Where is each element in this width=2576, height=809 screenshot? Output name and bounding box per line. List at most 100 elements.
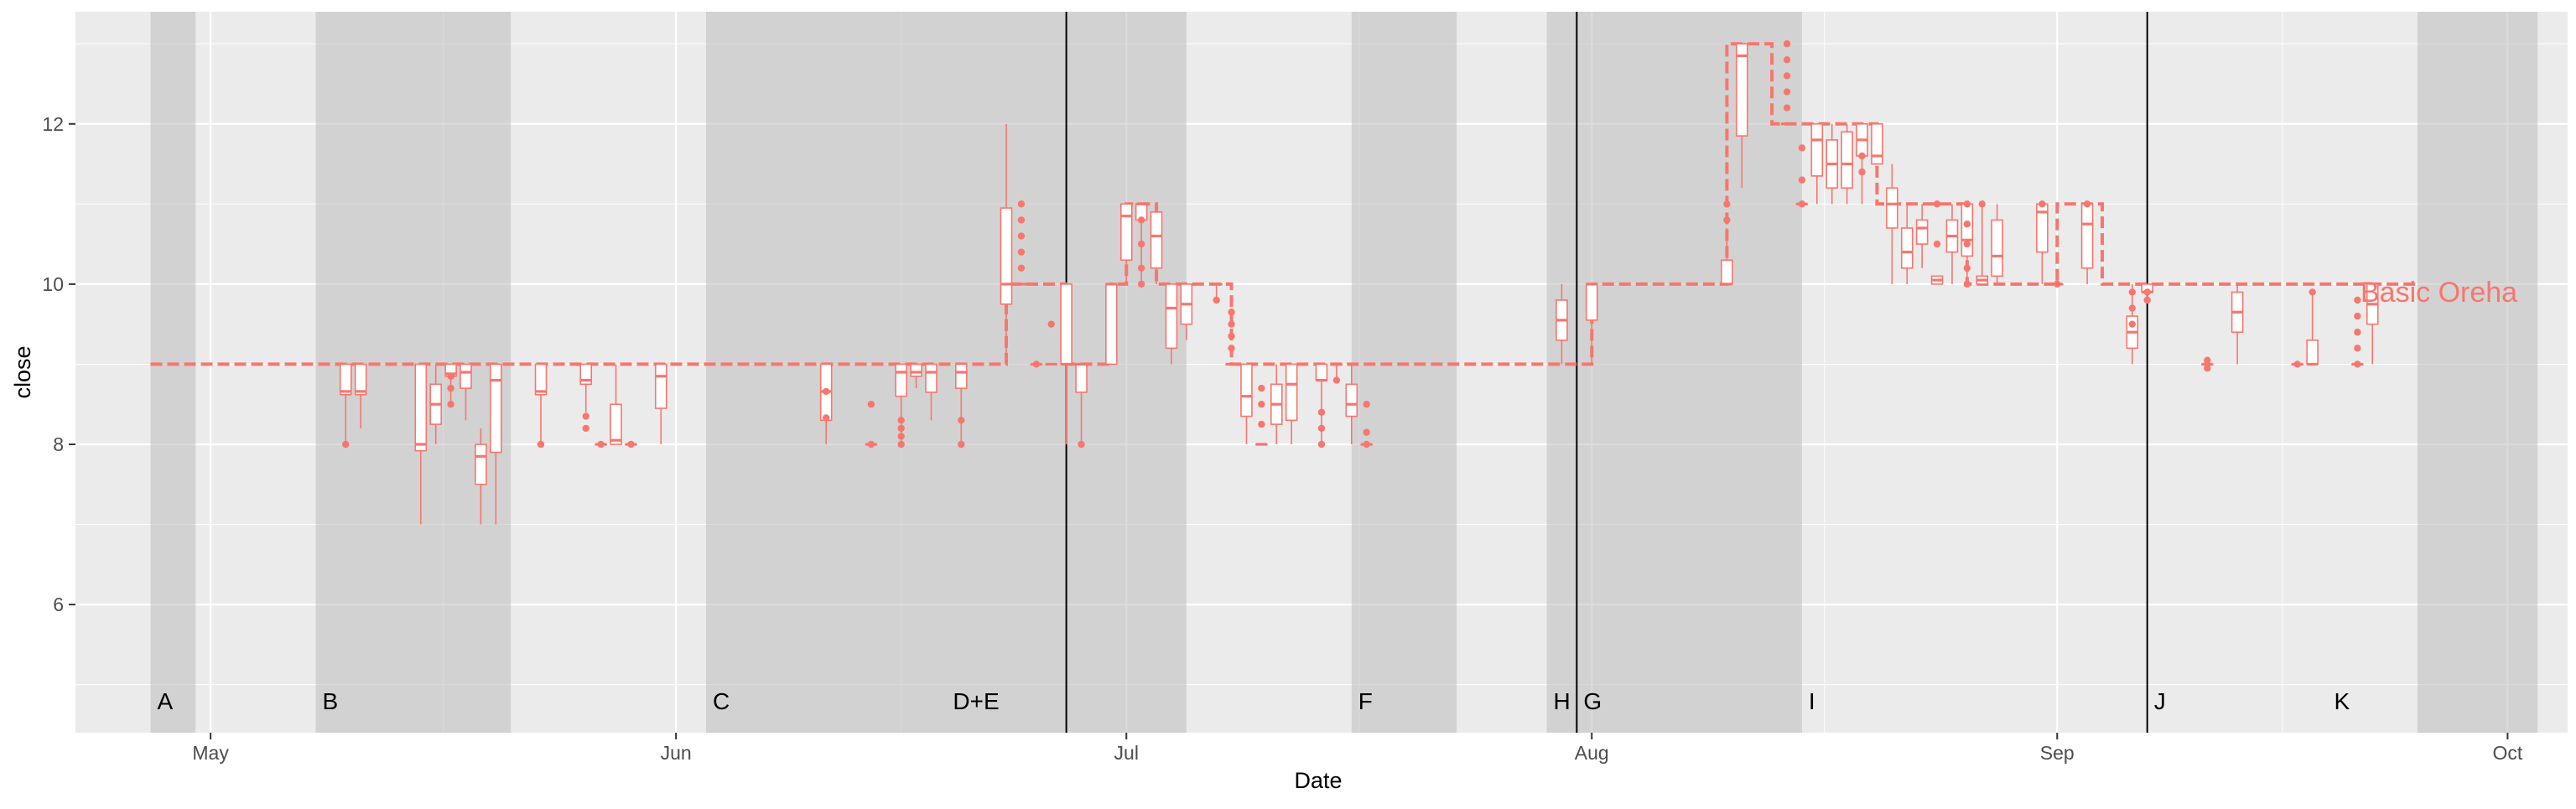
- box-outlier-point: [1317, 408, 1326, 416]
- boxplot: [1119, 203, 1133, 284]
- box-outlier-point: [2354, 312, 2361, 320]
- boxplot: [1075, 362, 1088, 449]
- box-body: [2306, 339, 2319, 366]
- box-body: [2080, 203, 2094, 269]
- boxplot: [1780, 40, 1794, 126]
- boxplot: [1721, 200, 1733, 286]
- box-outlier-point: [447, 372, 454, 380]
- box-outlier-point: [1228, 345, 1235, 352]
- box-body: [1060, 283, 1072, 366]
- box-outlier-point: [1978, 200, 1986, 208]
- box-outlier-point: [1228, 332, 1235, 340]
- box-body: [1105, 283, 1118, 366]
- boxplot: [1736, 43, 1748, 189]
- boxplot: [1810, 122, 1824, 205]
- box-outlier-point: [2293, 360, 2301, 368]
- box-outlier-point: [958, 440, 965, 449]
- box-body: [354, 363, 367, 396]
- box-outlier-point: [1783, 104, 1791, 111]
- boxplot: [1060, 283, 1072, 444]
- boxplot: [625, 440, 637, 449]
- boxplot: [579, 363, 593, 433]
- box-outlier-point: [1963, 220, 1971, 228]
- box-outlier-point: [897, 440, 905, 449]
- box-outlier-point: [867, 401, 875, 408]
- box-outlier-point: [2083, 200, 2091, 208]
- box-outlier-point: [2038, 200, 2046, 208]
- shaded-region: [2417, 12, 2538, 733]
- region-annotation: D+E: [953, 688, 999, 714]
- boxplot: [1270, 364, 1283, 444]
- box-body: [1285, 363, 1298, 422]
- box-outlier-point: [822, 387, 830, 396]
- box-outlier-point: [1933, 240, 1941, 248]
- box-outlier-point: [1258, 401, 1265, 408]
- region-annotation: I: [1809, 688, 1815, 714]
- boxplot: [1165, 283, 1178, 365]
- boxplot: [610, 364, 622, 445]
- boxplot: [1871, 122, 1883, 165]
- box-body: [1961, 203, 1974, 257]
- boxplot: [1945, 204, 1959, 284]
- boxplot: [490, 363, 502, 525]
- box-body: [1915, 219, 1929, 245]
- boxplot: [1585, 283, 1598, 365]
- y-tick-label: 10: [42, 273, 64, 295]
- box-outlier-point: [1137, 216, 1145, 224]
- region-annotation: K: [2334, 688, 2350, 714]
- box-outlier-point: [537, 440, 545, 449]
- boxplot: [339, 363, 352, 449]
- box-outlier-point: [958, 417, 965, 424]
- box-outlier-point: [1363, 401, 1370, 408]
- box-outlier-point: [867, 440, 875, 449]
- box-outlier-point: [1963, 200, 1971, 208]
- box-outlier-point: [1363, 440, 1370, 449]
- box-body: [1886, 187, 1898, 229]
- shaded-region: [1546, 12, 1802, 733]
- box-body: [475, 443, 487, 485]
- box-outlier-point: [1798, 144, 1806, 152]
- box-outlier-point: [1963, 240, 1971, 248]
- box-outlier-point: [2128, 320, 2136, 328]
- box-outlier-point: [1228, 309, 1235, 316]
- region-annotation: G: [1583, 688, 1602, 714]
- box-outlier-point: [1332, 376, 1341, 384]
- boxplot: [1900, 204, 1914, 284]
- box-outlier-point: [342, 440, 350, 449]
- box-outlier-point: [1137, 264, 1145, 272]
- boxplot: [1255, 384, 1268, 446]
- box-outlier-point: [1047, 320, 1055, 328]
- boxplot: [2306, 288, 2319, 366]
- region-annotation: A: [158, 688, 174, 714]
- boxplot: [865, 401, 878, 449]
- box-outlier-point: [1963, 280, 1971, 288]
- box-body: [1871, 122, 1883, 165]
- boxplot: [1915, 204, 1929, 268]
- box-outlier-point: [2204, 356, 2211, 364]
- region-annotation: H: [1554, 688, 1571, 714]
- boxplot: [1961, 200, 1974, 288]
- box-body: [1240, 363, 1253, 417]
- box-body: [1075, 363, 1088, 393]
- box-body: [895, 363, 907, 397]
- box-outlier-point: [1363, 428, 1370, 436]
- box-body: [1000, 207, 1013, 305]
- box-outlier-point: [2354, 360, 2361, 368]
- box-outlier-point: [1137, 240, 1145, 248]
- box-outlier-point: [1783, 56, 1791, 64]
- x-axis-label: Date: [1294, 768, 1342, 793]
- shaded-region: [150, 12, 196, 733]
- box-body: [1315, 363, 1328, 381]
- box-outlier-point: [2354, 329, 2361, 336]
- box-outlier-point: [2354, 345, 2361, 352]
- region-annotation: F: [1358, 688, 1373, 714]
- box-outlier-point: [1963, 264, 1971, 272]
- box-body: [1165, 283, 1178, 350]
- boxplot: [2126, 283, 2139, 365]
- boxplot: [1030, 360, 1043, 368]
- boxplot: [429, 364, 442, 444]
- boxplot: [1000, 123, 1013, 365]
- box-outlier-point: [1017, 200, 1026, 208]
- box-body: [654, 363, 667, 409]
- boxplot: [955, 363, 968, 449]
